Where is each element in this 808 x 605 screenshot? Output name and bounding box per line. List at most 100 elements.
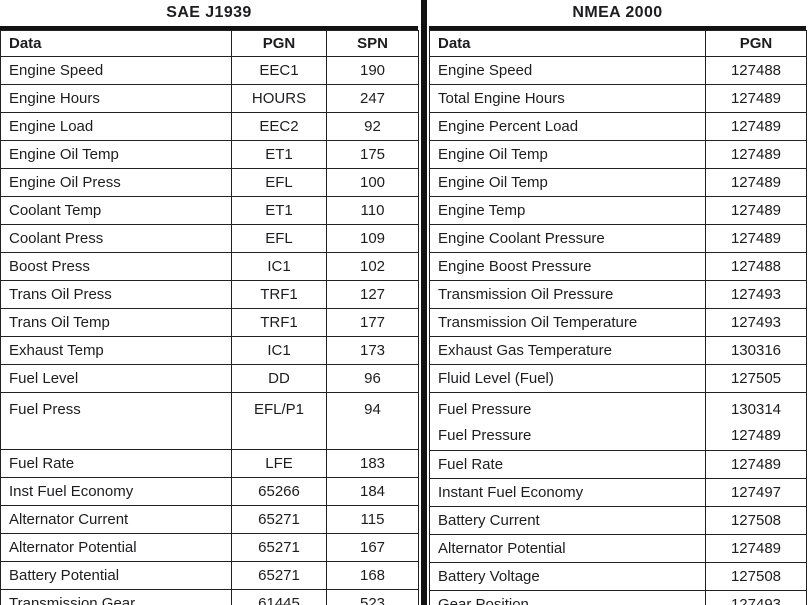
table-row: Engine Oil Press EFL 100 <box>0 168 419 197</box>
table-cell: 127489 <box>705 450 807 479</box>
table-cell: Coolant Press <box>0 224 232 253</box>
table-row: Transmission Oil Pressure 127493 <box>429 280 807 309</box>
table-cell: Engine Oil Temp <box>429 168 706 197</box>
table-body: Engine Speed EEC1 190 Engine Hours HOURS 247 E… <box>0 56 419 605</box>
table-cell: Battery Potential <box>0 561 232 590</box>
table-row: Battery Voltage 127508 <box>429 562 807 591</box>
table-cell: Transmission Oil Pressure <box>429 280 706 309</box>
column-header-data: Data <box>429 30 706 57</box>
table-row: Exhaust Temp IC1 173 <box>0 336 419 365</box>
table-cell: Alternator Potential <box>0 533 232 562</box>
table-cell: Exhaust Temp <box>0 336 232 365</box>
table-row: Instant Fuel Economy 127497 <box>429 478 807 507</box>
sae-j1939-grid: Data PGN SPN Engine Speed EEC1 190 Engine H… <box>0 30 419 605</box>
column-header-pgn: PGN <box>231 30 327 57</box>
table-cell: EEC2 <box>231 112 327 141</box>
table-row: Fluid Level (Fuel) 127505 <box>429 364 807 393</box>
table-cell: IC1 <box>231 336 327 365</box>
table-cell: Alternator Current <box>0 505 232 534</box>
table-cell: Fuel Rate <box>0 449 232 478</box>
header-row: Data PGN SPN <box>0 30 419 57</box>
table-row: Engine Speed 127488 <box>429 56 807 85</box>
table-row: Engine Oil Temp 127489 <box>429 168 807 197</box>
table-cell: 167 <box>326 533 419 562</box>
table-cell: 127489 <box>705 168 807 197</box>
table-cell: 183 <box>326 449 419 478</box>
table-row: Exhaust Gas Temperature 130316 <box>429 336 807 365</box>
center-divider-bar <box>421 0 427 605</box>
table-cell: Engine Temp <box>429 196 706 225</box>
table-cell: 127505 <box>705 364 807 393</box>
table-cell: Engine Percent Load <box>429 112 706 141</box>
sae-j1939-title: SAE J1939 <box>0 0 418 30</box>
table-cell: Battery Voltage <box>429 562 706 591</box>
table-cell: IC1 <box>231 252 327 281</box>
table-cell: 65271 <box>231 505 327 534</box>
table-cell: Coolant Temp <box>0 196 232 225</box>
table-row: Coolant Press EFL 109 <box>0 224 419 253</box>
table-cell: 94 <box>326 392 419 450</box>
table-row: Transmission Oil Temperature 127493 <box>429 308 807 337</box>
table-cell: 127508 <box>705 562 807 591</box>
table-cell: ET1 <box>231 140 327 169</box>
table-row: Inst Fuel Economy 65266 184 <box>0 477 419 506</box>
table-cell: 110 <box>326 196 419 225</box>
table-cell: Inst Fuel Economy <box>0 477 232 506</box>
table-cell: 130316 <box>705 336 807 365</box>
table-cell: Instant Fuel Economy <box>429 478 706 507</box>
table-cell: EFL <box>231 224 327 253</box>
table-row: Fuel Rate LFE 183 <box>0 449 419 478</box>
table-cell: Alternator Potential <box>429 534 706 563</box>
table-row: Engine Hours HOURS 247 <box>0 84 419 113</box>
sae-j1939-table: SAE J1939 Data PGN SPN Engine Speed EEC1 1… <box>0 0 419 605</box>
table-cell: 127489 <box>705 112 807 141</box>
table-cell: Transmission Gear <box>0 589 232 605</box>
nmea-2000-grid: Data PGN Engine Speed 127488 Total Engine … <box>429 30 807 605</box>
table-cell: 102 <box>326 252 419 281</box>
table-row: Battery Current 127508 <box>429 506 807 535</box>
table-row: Fuel Press EFL/P1 94 <box>0 392 419 450</box>
table-cell: EEC1 <box>231 56 327 85</box>
table-cell: Fuel Pressure Fuel Pressure <box>429 392 706 451</box>
table-cell: 65266 <box>231 477 327 506</box>
table-cell: 168 <box>326 561 419 590</box>
table-cell: Engine Oil Temp <box>0 140 232 169</box>
table-row: Fuel Pressure Fuel Pressure 130314 127489 <box>429 392 807 451</box>
table-cell: Engine Hours <box>0 84 232 113</box>
table-cell: EFL/P1 <box>231 392 327 450</box>
table-cell: Trans Oil Temp <box>0 308 232 337</box>
table-cell: 65271 <box>231 533 327 562</box>
table-cell: 127488 <box>705 56 807 85</box>
table-row: Coolant Temp ET1 110 <box>0 196 419 225</box>
table-row: Gear Position 127493 <box>429 590 807 605</box>
table-cell: TRF1 <box>231 280 327 309</box>
table-cell: 127508 <box>705 506 807 535</box>
table-row: Engine Boost Pressure 127488 <box>429 252 807 281</box>
table-cell: Battery Current <box>429 506 706 535</box>
table-row: Transmission Gear 61445 523 <box>0 589 419 605</box>
table-cell: Trans Oil Press <box>0 280 232 309</box>
table-cell: 127493 <box>705 308 807 337</box>
table-cell: Engine Oil Press <box>0 168 232 197</box>
table-cell: 127 <box>326 280 419 309</box>
table-row: Engine Temp 127489 <box>429 196 807 225</box>
table-cell: 96 <box>326 364 419 393</box>
table-row: Engine Oil Temp ET1 175 <box>0 140 419 169</box>
table-row: Alternator Potential 127489 <box>429 534 807 563</box>
table-cell: 127497 <box>705 478 807 507</box>
table-row: Engine Oil Temp 127489 <box>429 140 807 169</box>
table-cell: 177 <box>326 308 419 337</box>
table-row: Fuel Rate 127489 <box>429 450 807 479</box>
table-cell: DD <box>231 364 327 393</box>
table-row: Engine Coolant Pressure 127489 <box>429 224 807 253</box>
table-cell: Fluid Level (Fuel) <box>429 364 706 393</box>
table-cell: 65271 <box>231 561 327 590</box>
table-cell: 175 <box>326 140 419 169</box>
header-row: Data PGN <box>429 30 807 57</box>
table-cell: 127488 <box>705 252 807 281</box>
table-row: Fuel Level DD 96 <box>0 364 419 393</box>
table-cell: 127493 <box>705 590 807 605</box>
table-cell: 184 <box>326 477 419 506</box>
table-cell: 127493 <box>705 280 807 309</box>
